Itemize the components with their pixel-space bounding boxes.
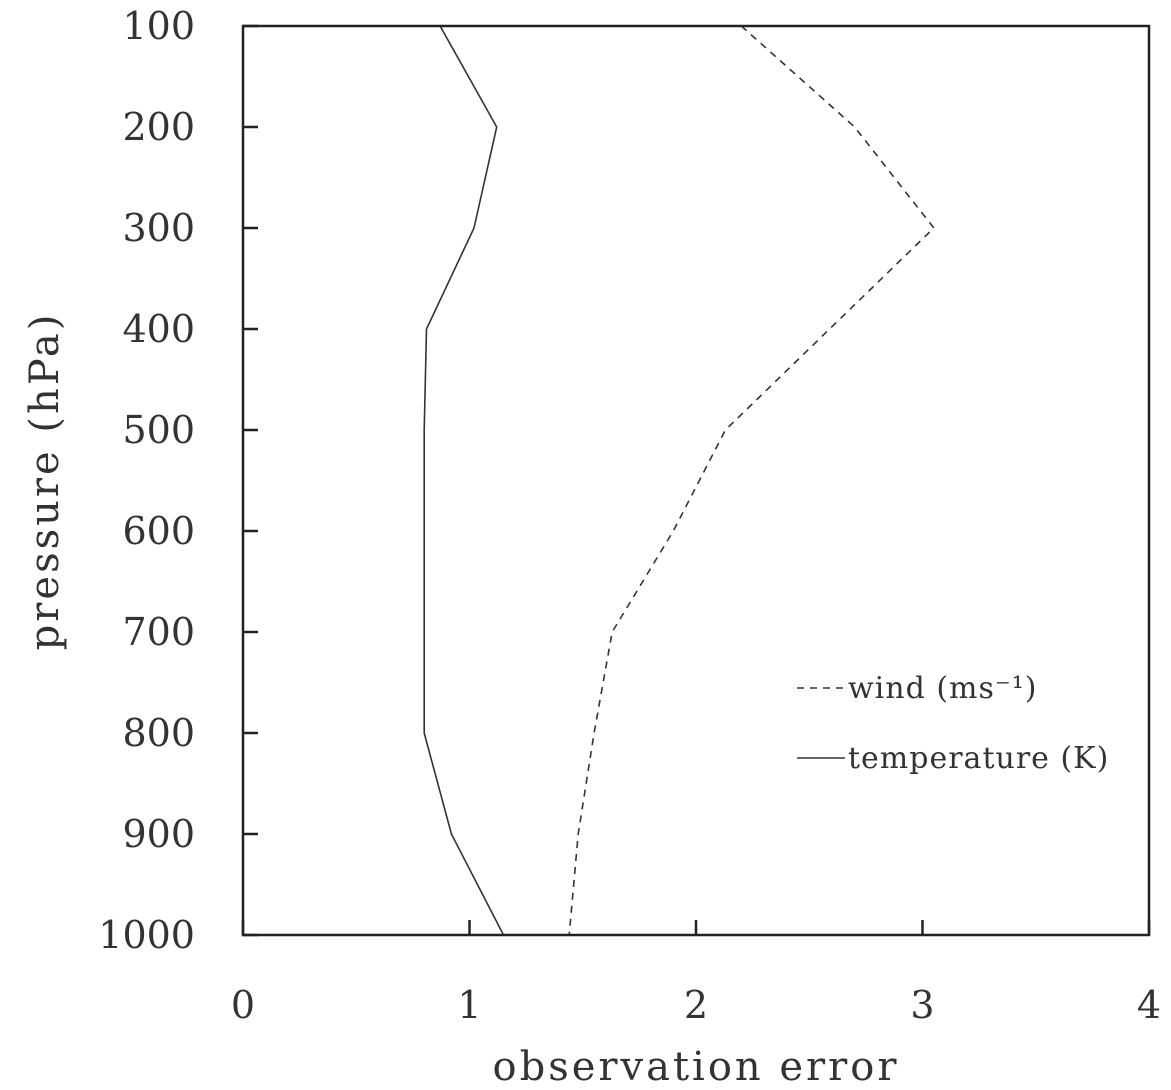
axis-ticks	[241, 24, 1151, 937]
y-tick-label: 100	[122, 4, 195, 48]
wind-series-line	[568, 25, 935, 936]
x-tick-label: 3	[910, 983, 934, 1027]
plot-frame	[241, 24, 1151, 937]
y-axis-title: pressure (hPa)	[22, 312, 68, 651]
x-tick-label: 4	[1137, 983, 1161, 1027]
y-tick-label: 600	[122, 509, 195, 553]
legend: wind (ms⁻¹) temperature (K)	[797, 671, 1109, 776]
y-tick-label: 800	[122, 711, 195, 755]
y-tick-label: 1000	[98, 913, 195, 957]
y-tick-label: 200	[122, 105, 195, 149]
x-tick-label: 2	[684, 983, 708, 1027]
y-tick-label: 900	[122, 812, 195, 856]
x-tick-label: 1	[457, 983, 481, 1027]
x-tick-label: 0	[231, 983, 255, 1027]
series-layer	[423, 25, 935, 936]
tick-labels: 100 200 300 400 500 600 700 800 900 1000 0 1 2 3 4	[98, 4, 1161, 1027]
y-tick-label: 300	[122, 206, 195, 250]
legend-label: temperature (K)	[848, 741, 1109, 776]
y-tick-label: 700	[122, 610, 195, 654]
temperature-series-line	[423, 25, 505, 936]
y-tick-label: 400	[122, 307, 195, 351]
x-axis-title: observation error	[493, 1044, 900, 1090]
legend-label: wind (ms⁻¹)	[848, 671, 1037, 706]
y-tick-label: 500	[122, 408, 195, 452]
